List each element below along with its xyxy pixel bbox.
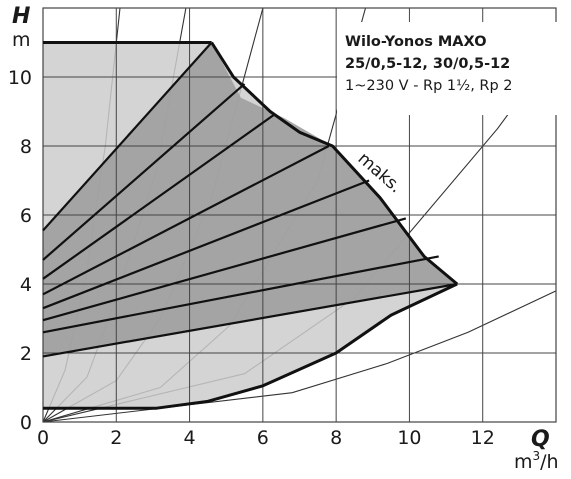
y-tick-10: 10 bbox=[8, 67, 32, 89]
x-tick-2: 2 bbox=[110, 427, 122, 449]
y-tick-8: 8 bbox=[20, 136, 32, 158]
x-axis-label: Q bbox=[531, 427, 550, 452]
plot-frame bbox=[42, 7, 557, 423]
setpoint-line-6 bbox=[42, 217, 407, 322]
setpoint-line-1 bbox=[42, 41, 213, 232]
x-tick-6: 6 bbox=[257, 427, 269, 449]
max-curve bbox=[210, 41, 459, 286]
x-tick-0: 0 bbox=[37, 427, 49, 449]
x-axis-unit: m3/h bbox=[514, 449, 559, 473]
setpoint-line-7 bbox=[42, 255, 439, 334]
boundary-curves bbox=[43, 41, 459, 410]
x-tick-labels: 0 2 4 6 8 10 12 bbox=[37, 427, 495, 449]
x-axis-unit-base: m bbox=[514, 451, 533, 473]
x-tick-10: 10 bbox=[397, 427, 421, 449]
setpoint-line-5 bbox=[42, 179, 370, 310]
y-tick-2: 2 bbox=[20, 343, 32, 365]
y-axis-unit: m bbox=[12, 29, 31, 51]
chart-title: Wilo-Yonos MAXO bbox=[345, 34, 487, 50]
title-box bbox=[337, 22, 557, 115]
y-tick-4: 4 bbox=[20, 274, 32, 296]
chart-model-range: 25/0,5-12, 30/0,5-12 bbox=[345, 56, 510, 72]
setpoint-line-4 bbox=[42, 145, 330, 296]
x-axis-unit-sup: 3 bbox=[533, 449, 541, 463]
y-tick-0: 0 bbox=[20, 412, 32, 434]
setpoint-line-3 bbox=[42, 114, 275, 280]
min-curve bbox=[43, 282, 458, 410]
x-tick-4: 4 bbox=[184, 427, 196, 449]
x-tick-8: 8 bbox=[330, 427, 342, 449]
operating-regions bbox=[43, 42, 458, 409]
control-operating-region bbox=[43, 42, 458, 357]
chart-power-spec: 1~230 V - Rp 1½, Rp 2 bbox=[345, 78, 513, 94]
x-axis-unit-tail: /h bbox=[540, 451, 558, 473]
y-tick-6: 6 bbox=[20, 205, 32, 227]
y-axis-label: H bbox=[12, 4, 30, 29]
x-tick-12: 12 bbox=[471, 427, 495, 449]
setpoint-line-2 bbox=[42, 83, 246, 261]
setpoint-lines bbox=[42, 41, 458, 358]
setpoint-line-8 bbox=[42, 282, 458, 358]
y-tick-labels: 0 2 4 6 8 10 bbox=[8, 67, 32, 434]
